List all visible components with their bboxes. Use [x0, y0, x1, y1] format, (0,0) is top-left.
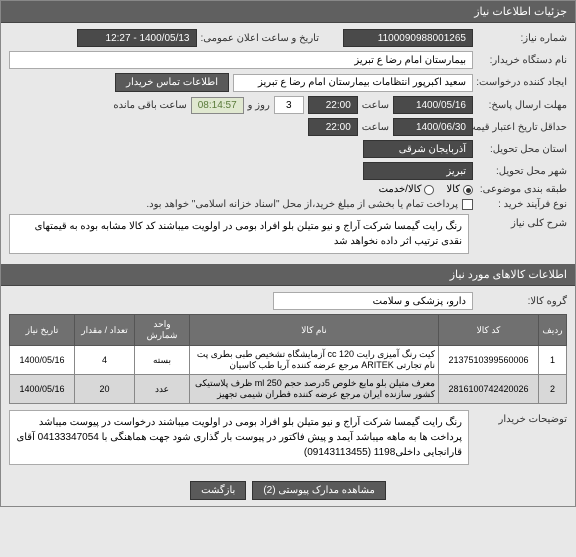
cell-qty: 4 [75, 346, 135, 375]
val-days: 3 [274, 96, 304, 114]
val-province: آذربایجان شرقی [363, 140, 473, 158]
main-header: جزئیات اطلاعات نیاز [1, 1, 575, 23]
lbl-buyer: نام دستگاه خریدار: [477, 55, 567, 66]
checkbox-payment[interactable] [462, 199, 473, 210]
val-buyer: بیمارستان امام رضا ع تبریز [9, 51, 473, 69]
val-valid-date: 1400/06/30 [393, 118, 473, 136]
val-desc: رنگ رایت گیمسا شرکت آراج و نیو متیلن بلو… [9, 214, 469, 254]
lbl-city: شهر محل تحویل: [477, 166, 567, 177]
val-resp-hour: 22:00 [308, 96, 358, 114]
table-row: 1 2137510399560006 کیت رنگ آمیزی رایت 12… [10, 346, 567, 375]
val-creator: سعید اکبرپور انتظامات بیمارستان امام رضا… [233, 74, 473, 92]
th-code: کد کالا [439, 315, 539, 346]
val-valid-hour: 22:00 [308, 118, 358, 136]
lbl-payment-note: پرداخت تمام یا بخشی از مبلغ خرید،از محل … [146, 199, 458, 210]
val-notes: رنگ رایت گیمسا شرکت آراج و نیو متیلن بلو… [9, 410, 469, 465]
items-table: ردیف کد کالا نام کالا واحد شمارش تعداد /… [9, 314, 567, 404]
cell-name: معرف متیلن بلو مایع خلوص 5درصد حجم 250 m… [190, 375, 439, 404]
lbl-hourand: روز و [248, 100, 270, 111]
cell-code: 2816100742420026 [439, 375, 539, 404]
lbl-notes: توضیحات خریدار [477, 410, 567, 425]
lbl-creator: ایجاد کننده درخواست: [477, 77, 567, 88]
radio-group-category: کالا کالا/خدمت [379, 184, 473, 195]
val-city: تبریز [363, 162, 473, 180]
th-row: ردیف [539, 315, 567, 346]
th-date: تاریخ نیاز [10, 315, 75, 346]
radio-dot-goods [463, 185, 473, 195]
items-header: اطلاعات کالاهای مورد نیاز [1, 264, 575, 286]
val-pub-datetime: 1400/05/13 - 12:27 [77, 29, 197, 47]
lbl-hour1: ساعت [362, 100, 389, 111]
lbl-valid: حداقل تاریخ اعتبار قیمت تا تاریخ: [477, 122, 567, 133]
cell-unit: بسته [135, 346, 190, 375]
lbl-hour2: ساعت [362, 122, 389, 133]
lbl-group: گروه کالا: [477, 296, 567, 307]
val-group: دارو، پزشکی و سلامت [273, 292, 473, 310]
radio-goods[interactable]: کالا [446, 184, 473, 195]
th-unit: واحد شمارش [135, 315, 190, 346]
view-attachments-button[interactable]: مشاهده مدارک پیوستی (2) [252, 481, 386, 500]
radio-label-goods: کالا [446, 184, 460, 195]
lbl-pub-datetime: تاریخ و ساعت اعلان عمومی: [201, 33, 320, 44]
table-row: 2 2816100742420026 معرف متیلن بلو مایع خ… [10, 375, 567, 404]
contact-info-button[interactable]: اطلاعات تماس خریدار [115, 73, 229, 92]
radio-service[interactable]: کالا/خدمت [379, 184, 435, 195]
lbl-desc: شرح کلی نیاز [477, 214, 567, 229]
cell-code: 2137510399560006 [439, 346, 539, 375]
cell-date: 1400/05/16 [10, 346, 75, 375]
radio-label-service: کالا/خدمت [379, 184, 422, 195]
cell-qty: 20 [75, 375, 135, 404]
cell-idx: 2 [539, 375, 567, 404]
cell-date: 1400/05/16 [10, 375, 75, 404]
val-resp-date: 1400/05/16 [393, 96, 473, 114]
th-qty: تعداد / مقدار [75, 315, 135, 346]
lbl-purchase-type: نوع فرآیند خرید : [477, 199, 567, 210]
lbl-req-number: شماره نیاز: [477, 33, 567, 44]
timer-countdown: 08:14:57 [191, 97, 244, 114]
radio-dot-service [424, 185, 434, 195]
val-req-number: 1100090988001265 [343, 29, 473, 47]
back-button[interactable]: بازگشت [190, 481, 246, 500]
cell-name: کیت رنگ آمیزی رایت 120 cc آزمایشگاه تشخی… [190, 346, 439, 375]
th-name: نام کالا [190, 315, 439, 346]
lbl-province: استان محل تحویل: [477, 144, 567, 155]
lbl-deadline: مهلت ارسال پاسخ: [477, 100, 567, 111]
lbl-remaining: ساعت باقی مانده [113, 100, 186, 111]
lbl-category: طبقه بندی موضوعی: [477, 184, 567, 195]
cell-unit: عدد [135, 375, 190, 404]
cell-idx: 1 [539, 346, 567, 375]
